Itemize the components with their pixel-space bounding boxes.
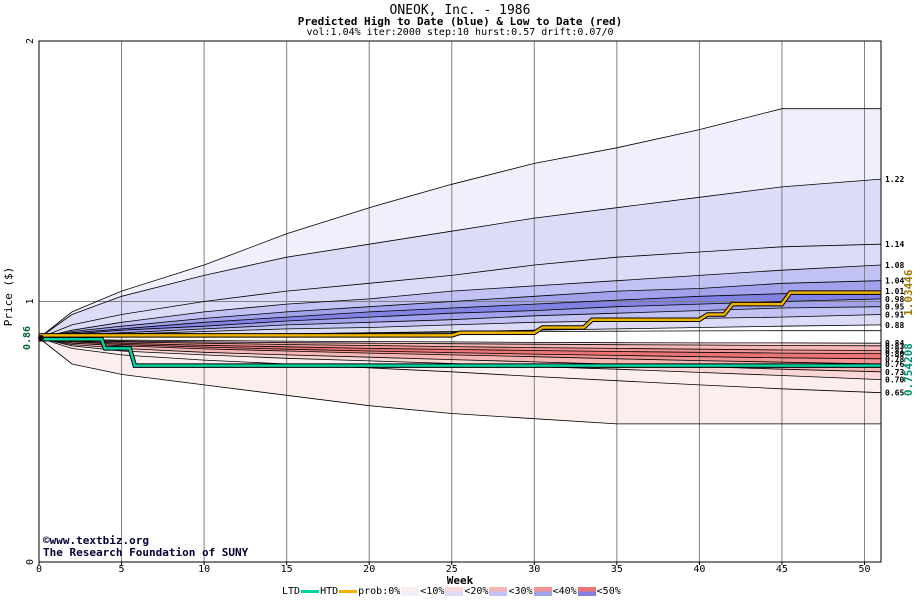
quantile-end-label-10: 0.84 (885, 339, 904, 348)
upper-quantile-line-1 (38, 178, 882, 339)
upper-band-4 (39, 265, 881, 338)
upper-quantile-line-3 (38, 264, 882, 339)
lower-quantile-line-6 (38, 337, 882, 365)
legend-band-swatch-1 (401, 587, 420, 596)
start-price-label: 0.86 (22, 326, 33, 350)
x-tick-label-35: 35 (611, 564, 623, 575)
quantile-end-label-15: 0.76 (885, 360, 904, 369)
legend-ltd-label: LTD (282, 586, 301, 597)
x-tick-label-30: 30 (528, 564, 540, 575)
max-envelope-line (38, 108, 881, 339)
lower-quantile-line-9 (38, 337, 882, 394)
legend-band-1: <10% (420, 586, 445, 597)
chart-parameters: vol:1.04% iter:2000 step:10 hurst:0.57 d… (306, 27, 614, 38)
legend-band-swatch-5 (577, 587, 596, 596)
final-low-label: 0.754208 (902, 343, 915, 396)
legend-band-swatch-3 (489, 587, 508, 596)
x-tick-label-15: 15 (281, 564, 293, 575)
quantile-end-label-1: 1.22 (885, 175, 904, 184)
chart-title: ONEOK, Inc. - 1986 (389, 3, 531, 18)
lower-band-5 (39, 338, 881, 364)
upper-quantile-line-5 (38, 290, 882, 339)
x-tick-label-45: 45 (776, 564, 788, 575)
quantile-end-label-11: 0.83 (885, 342, 904, 351)
legend-band-4: <40% (552, 586, 577, 597)
upper-band-8 (39, 306, 881, 338)
x-axis-label: Week (447, 574, 474, 587)
quantile-end-label-16: 0.73 (885, 368, 904, 377)
quantile-end-label-7: 0.95 (885, 303, 904, 312)
upper-quantile-line-6 (38, 298, 882, 339)
quantile-end-label-3: 1.08 (885, 261, 904, 270)
legend-band-swatch-2 (445, 587, 464, 596)
legend-band-2: <20% (464, 586, 489, 597)
y-tick-label-1: 1 (25, 298, 36, 304)
lower-quantile-line-2 (38, 337, 882, 347)
lower-band-9 (39, 338, 881, 424)
x-tick-label-25: 25 (446, 564, 458, 575)
quantile-end-label-5: 1.01 (885, 287, 904, 296)
lower-band-2 (39, 338, 881, 351)
lower-band-6 (39, 338, 881, 372)
quantile-end-label-9: 0.88 (885, 321, 904, 330)
lower-quantile-line-3 (38, 337, 882, 351)
upper-quantile-line-4 (38, 280, 882, 339)
upper-band-7 (39, 298, 881, 338)
htd-series-line (39, 291, 881, 337)
min-envelope-line (38, 337, 881, 425)
upper-band-2 (39, 179, 881, 338)
x-tick-label-50: 50 (858, 564, 870, 575)
quantile-end-label-8: 0.91 (885, 311, 904, 320)
lower-quantile-line-1 (38, 337, 882, 344)
legend-band-3: <30% (508, 586, 533, 597)
quantile-end-label-14: 0.78 (885, 355, 904, 364)
upper-band-1 (39, 108, 881, 338)
legend-htd-label: HTD (320, 586, 339, 597)
upper-band-5 (39, 280, 881, 338)
lower-band-7 (39, 338, 881, 380)
lower-band-3 (39, 338, 881, 354)
legend-prob-label: prob:0% (358, 586, 401, 597)
quantile-end-label-13: 0.80 (885, 350, 904, 359)
x-tick-label-40: 40 (693, 564, 705, 575)
plot-frame (38, 40, 882, 563)
legend-htd-swatch (339, 590, 358, 593)
upper-quantile-line-2 (38, 243, 882, 339)
x-tick-label-20: 20 (363, 564, 375, 575)
upper-band-3 (39, 244, 881, 338)
chart-subtitle: Predicted High to Date (blue) & Low to D… (297, 15, 623, 28)
legend-band-5: <50% (596, 586, 621, 597)
legend-ltd-swatch (301, 590, 320, 593)
legend-band-swatch-4 (533, 587, 552, 596)
lower-band-1 (39, 338, 881, 346)
x-tick-label-0: 0 (36, 564, 42, 575)
x-tick-label-10: 10 (198, 564, 210, 575)
quantile-end-label-6: 0.98 (885, 295, 904, 304)
credit-website: ©www.textbiz.org (43, 534, 149, 547)
y-tick-label-2: 2 (25, 38, 36, 44)
upper-band-6 (39, 291, 881, 338)
y-axis-label: Price ($) (2, 267, 15, 327)
quantile-end-label-2: 1.14 (885, 240, 904, 249)
quantile-end-label-17: 0.70 (885, 376, 904, 385)
legend: LTD HTD prob:0% <10% <20% <30% <40% <50% (282, 586, 621, 597)
ltd-series-line (39, 338, 881, 367)
quantile-end-label-4: 1.04 (885, 277, 904, 286)
lower-quantile-line-5 (38, 337, 882, 360)
credit-organization: The Research Foundation of SUNY (43, 546, 249, 559)
y-tick-label-0: 0 (25, 559, 36, 565)
quantile-end-label-18: 0.65 (885, 389, 904, 398)
lower-quantile-line-4 (38, 337, 882, 355)
x-tick-label-5: 5 (119, 564, 125, 575)
quantile-end-label-12: 0.81 (885, 346, 904, 355)
final-high-label: 1.03446 (902, 269, 915, 316)
lower-band-4 (39, 338, 881, 359)
